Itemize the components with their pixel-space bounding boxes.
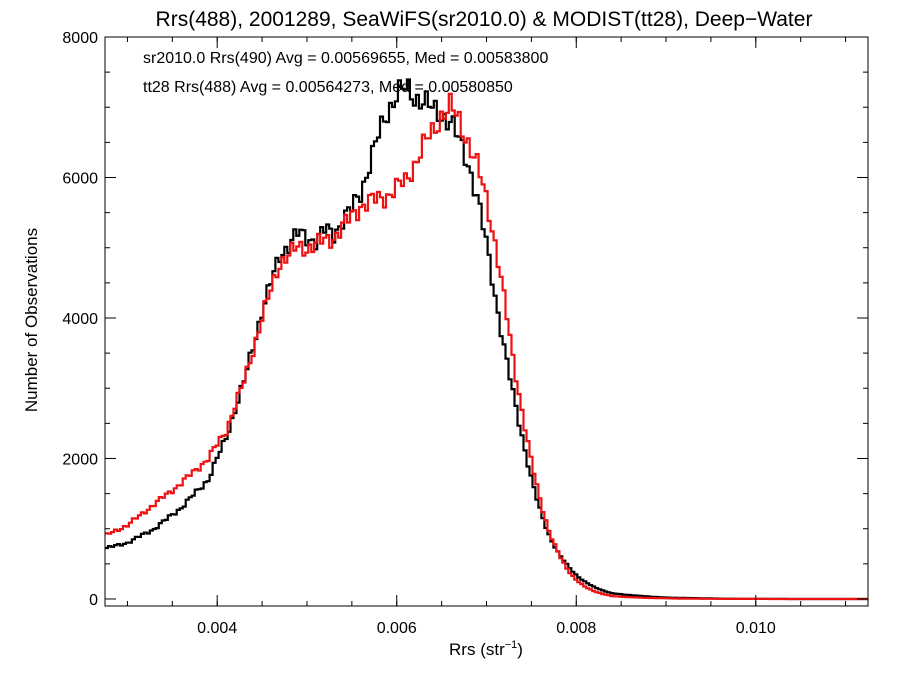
annotation-black: sr2010.0 Rrs(490) Avg = 0.00569655, Med … xyxy=(143,50,548,67)
y-tick-label: 0 xyxy=(89,592,98,609)
y-axis-label: Number of Observations xyxy=(22,228,41,412)
axis-layer: 0.004 0.006 0.008 0.010 0 2000 4000 6000 8000 xyxy=(62,30,869,637)
x-axis-label-close: ) xyxy=(517,640,523,659)
annotation-red: tt28 Rrs(488) Avg = 0.00564273, Med = 0.… xyxy=(143,79,513,96)
y-tick-label: 2000 xyxy=(62,451,98,468)
series-layer xyxy=(105,78,868,601)
x-tick-label: 0.006 xyxy=(377,620,417,637)
y-tick-label: 8000 xyxy=(62,30,98,47)
x-tick-label: 0.008 xyxy=(556,620,596,637)
x-axis-label-superscript: −1 xyxy=(505,639,518,651)
chart-title: Rrs(488), 2001289, SeaWiFS(sr2010.0) & M… xyxy=(156,8,813,31)
series-line-red xyxy=(105,92,868,601)
x-axis-label: Rrs (str−1) xyxy=(449,639,523,659)
y-tick-label: 4000 xyxy=(62,311,98,328)
x-axis-label-main: Rrs (str xyxy=(449,640,505,659)
y-tick-label: 6000 xyxy=(62,170,98,187)
x-tick-label: 0.010 xyxy=(736,620,776,637)
x-tick-label: 0.004 xyxy=(197,620,237,637)
